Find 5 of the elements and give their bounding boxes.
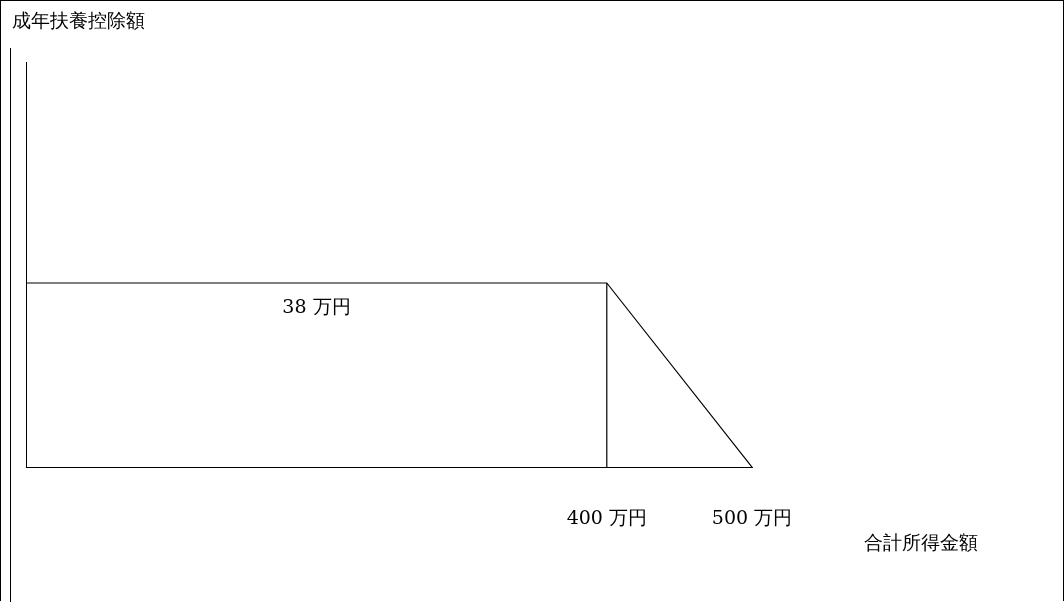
x-tick-label: 400 万円: [566, 505, 647, 528]
x-tick-label: 500 万円: [711, 505, 793, 528]
text: 成年扶養控除額: [12, 8, 145, 33]
annotation: 38 万円: [282, 295, 351, 318]
x-axis-title: 合計所得金額: [864, 530, 978, 555]
